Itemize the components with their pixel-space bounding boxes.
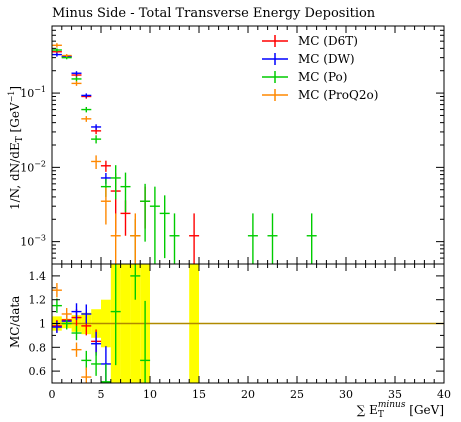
main-series-3 [51,43,141,264]
legend-label-2: MC (Po) [298,70,347,84]
x-tick-label-8: 40 [437,388,451,401]
main-point-2-10 [149,186,160,264]
legend-entry-3: MC (ProQ2o) [262,88,378,102]
main-point-3-2 [71,81,82,86]
ratio-point-2-5 [100,363,111,383]
ratio-y-tick-label-1: 0.8 [29,341,47,354]
main-point-3-1 [61,54,72,58]
ratio-point-3-1 [61,308,72,320]
main-point-0-5 [100,160,111,172]
main-point-2-14 [267,213,278,264]
main-series-2 [51,48,317,264]
main-y-tick-label-0: 10−1 [20,85,46,100]
main-point-2-15 [306,213,317,264]
main-point-2-7 [120,172,131,213]
x-tick-label-7: 35 [388,388,402,401]
main-series-0 [51,50,200,264]
ratio-y-tick-label-3: 1.2 [29,294,47,307]
ratio-point-2-0 [51,298,62,313]
legend-label-1: MC (DW) [298,52,355,66]
legend-entry-2: MC (Po) [262,70,347,84]
ratio-series-2 [51,264,151,383]
main-y-tick-label-1: 10−2 [20,159,46,174]
ratio-point-2-8 [140,300,151,383]
legend-entry-0: MC (D6T) [262,34,358,48]
main-panel-series [51,43,317,264]
chart-title: Minus Side - Total Transverse Energy Dep… [52,6,376,21]
main-y-axis-label: 1/N, dN/dET [GeV−1] [7,86,25,210]
x-tick-label-1: 5 [98,388,105,401]
ratio-panel-axes: 0 5 10 15 20 25 30 35 40 0.6 0.8 1 1.2 1.4 [29,263,451,401]
main-point-3-7 [130,213,141,264]
main-point-2-9 [140,183,151,242]
main-point-1-0 [51,52,62,57]
x-tick-label-5: 25 [290,388,304,401]
ratio-point-3-0 [51,283,62,298]
ratio-point-2-3 [81,350,92,370]
ratio-point-2-6 [110,264,121,366]
ratio-y-tick-label-4: 1.4 [29,270,47,283]
ratio-point-2-7 [130,264,141,300]
ratio-series-3 [51,283,92,383]
main-point-2-13 [247,213,258,264]
ratio-point-1-4 [91,331,102,356]
ratio-y-axis-label: MC/data [8,296,22,348]
ratio-y-tick-label-2: 1 [39,318,46,331]
legend-entry-1: MC (DW) [262,52,355,66]
main-panel-axes: 10−1 10−2 10−3 [20,25,445,265]
main-point-0-10 [189,213,200,264]
main-point-2-4 [91,135,102,144]
main-point-2-3 [81,106,92,113]
legend-label-3: MC (ProQ2o) [298,88,378,102]
main-panel-frame [51,25,445,265]
main-point-2-0 [51,48,62,52]
main-point-1-3 [81,93,92,98]
ratio-point-2-2 [71,325,82,341]
main-point-3-6 [110,213,121,264]
x-tick-label-6: 30 [339,388,353,401]
x-tick-label-0: 0 [49,388,56,401]
ratio-point-3-2 [71,342,82,357]
x-tick-label-2: 10 [143,388,157,401]
main-point-3-4 [91,155,102,170]
ratio-point-1-2 [71,303,82,320]
main-point-3-3 [81,116,92,122]
x-tick-label-4: 20 [241,388,255,401]
ratio-panel-series [51,264,151,383]
legend-label-0: MC (D6T) [298,34,358,48]
main-y-tick-label-2: 10−3 [20,234,46,249]
x-axis-label: ∑ ETminus [GeV] [357,400,444,420]
main-point-3-5 [100,187,111,225]
main-point-2-12 [169,213,180,264]
main-point-2-6 [110,165,121,200]
ratio-point-3-3 [81,367,92,383]
main-point-1-2 [71,71,82,76]
main-point-3-0 [51,43,62,48]
main-point-1-4 [91,124,102,130]
main-point-2-11 [159,195,170,259]
ratio-point-1-3 [81,304,92,324]
ratio-point-2-4 [91,352,102,376]
main-point-2-2 [71,76,82,82]
ratio-y-tick-label-0: 0.6 [29,365,47,378]
x-tick-label-3: 15 [192,388,206,401]
legend: MC (D6T) MC (DW) MC (Po) MC (ProQ2o) [262,34,378,102]
